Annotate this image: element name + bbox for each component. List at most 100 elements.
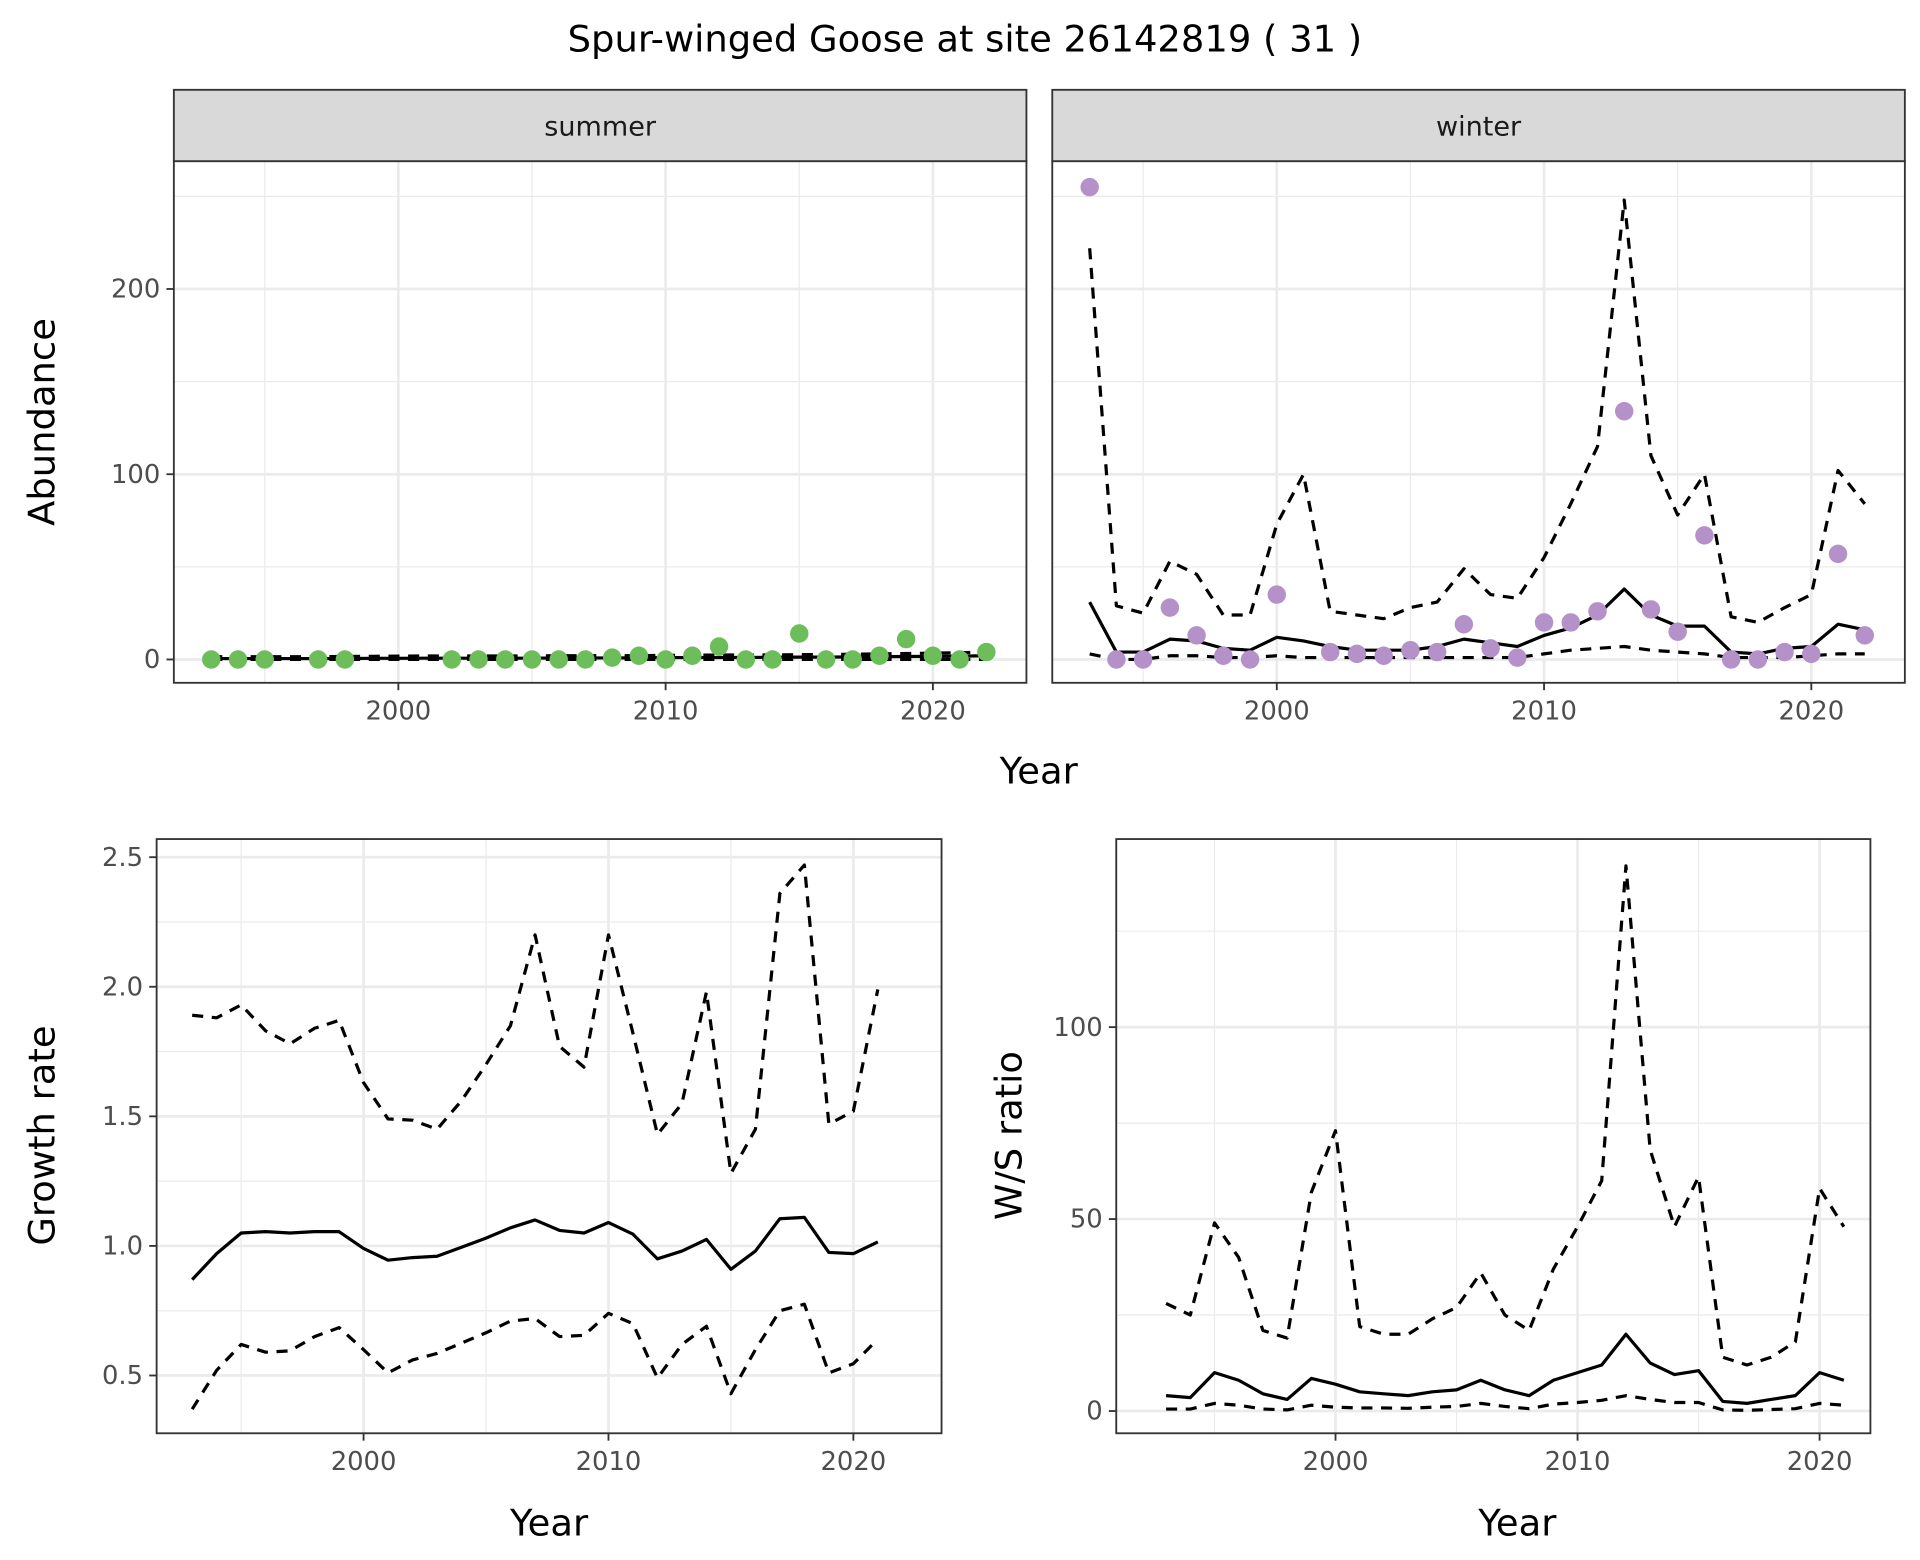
- data-point: [1641, 600, 1661, 619]
- data-point: [1240, 650, 1260, 669]
- y-tick-label: 0.5: [102, 1361, 143, 1391]
- data-point: [1080, 177, 1099, 197]
- data-point: [683, 646, 702, 665]
- data-point: [228, 650, 248, 669]
- data-point: [1802, 644, 1821, 664]
- mean-line: [191, 1215, 879, 1281]
- data-point: [522, 650, 542, 669]
- y-tick-label: 0: [1086, 1397, 1102, 1427]
- data-point: [1160, 598, 1180, 617]
- data-point: [1401, 640, 1420, 660]
- data-point: [709, 637, 729, 656]
- data-point: [1855, 626, 1874, 645]
- x-tick-label: 2010: [633, 697, 699, 727]
- data-point: [442, 650, 462, 669]
- y-tick-label: 100: [1053, 1013, 1102, 1043]
- data-point: [977, 642, 996, 662]
- x-tick-label: 2000: [365, 697, 431, 727]
- data-point: [1614, 402, 1634, 421]
- data-point: [1481, 639, 1500, 658]
- x-tick-label: 2020: [1778, 697, 1844, 727]
- x-axis-title: Year: [1477, 1501, 1557, 1544]
- x-tick-label: 2010: [1545, 1447, 1611, 1477]
- data-point: [870, 646, 889, 665]
- facet-panel-winter: 2000 2010 2020 winter: [1051, 88, 1906, 727]
- facet-strip: [1051, 88, 1906, 163]
- data-point: [335, 650, 355, 669]
- data-point: [1374, 646, 1393, 665]
- data-point: [1427, 642, 1447, 662]
- data-point: [1561, 613, 1580, 632]
- mean-line: [1165, 1332, 1845, 1405]
- upper-bound-line: [1088, 198, 1867, 624]
- facet-strip-label: winter: [1436, 111, 1522, 142]
- x-tick-label: 2000: [1303, 1447, 1369, 1477]
- x-tick-label: 2000: [1244, 697, 1310, 727]
- y-tick-label: 0: [144, 645, 160, 675]
- data-point: [496, 650, 515, 669]
- data-point: [1321, 642, 1340, 662]
- upper-bound-line: [192, 863, 880, 1175]
- data-point: [602, 648, 622, 667]
- y-tick-label: 200: [111, 275, 160, 305]
- panel-border: [1115, 838, 1872, 1435]
- data-point: [1588, 602, 1607, 621]
- data-point: [1267, 585, 1287, 604]
- data-point: [1454, 615, 1474, 634]
- x-tick-label: 2020: [1787, 1447, 1853, 1477]
- growth-rate-panel: 0.5 1.0 1.5 2.0 2.5 2000 2010 2020: [102, 838, 943, 1477]
- data-point: [1828, 544, 1848, 564]
- data-point: [790, 624, 809, 643]
- x-tick-label: 2010: [576, 1447, 642, 1477]
- data-point: [1107, 650, 1126, 669]
- x-axis-title: Year: [509, 1501, 589, 1544]
- data-point: [1133, 650, 1153, 669]
- x-tick-label: 2020: [821, 1447, 887, 1477]
- x-tick-label: 2020: [900, 697, 966, 727]
- y-tick-label: 1.0: [102, 1232, 143, 1262]
- data-point: [629, 646, 649, 665]
- data-point: [549, 650, 568, 669]
- ws-ratio-panel: 0 50 100 2000 2010 2020: [1053, 838, 1872, 1477]
- figure-title: Spur-winged Goose at site 26142819 ( 31 …: [568, 18, 1363, 61]
- lower-bound-line: [190, 1302, 879, 1411]
- facet-strip: [172, 88, 1028, 163]
- x-tick-label: 2010: [1511, 697, 1577, 727]
- data-point: [1721, 650, 1741, 669]
- y-axis-title: Abundance: [21, 318, 64, 526]
- data-point: [469, 650, 488, 669]
- data-point: [1187, 626, 1206, 645]
- data-point: [308, 650, 328, 669]
- data-point: [950, 650, 969, 669]
- data-point: [736, 650, 756, 669]
- panel-border: [172, 160, 1028, 684]
- mean-line: [211, 654, 987, 661]
- data-point: [896, 629, 916, 649]
- data-point: [576, 650, 595, 669]
- data-point: [1775, 642, 1794, 662]
- upper-bound-line: [1165, 864, 1846, 1367]
- y-tick-label: 1.5: [102, 1102, 143, 1132]
- lower-bound-line: [1166, 1394, 1844, 1412]
- data-point: [1668, 622, 1687, 641]
- data-point: [255, 650, 274, 669]
- data-point: [1214, 646, 1233, 665]
- data-point: [656, 650, 675, 669]
- y-tick-label: 100: [111, 460, 160, 490]
- data-point: [1748, 650, 1768, 669]
- data-point: [1347, 644, 1367, 664]
- data-point: [763, 650, 782, 669]
- data-point: [923, 646, 943, 665]
- y-tick-label: 2.5: [102, 843, 143, 873]
- panel-border: [1051, 160, 1906, 684]
- facet-strip-label: summer: [544, 111, 657, 142]
- panel-border: [155, 838, 943, 1435]
- y-axis-title: W/S ratio: [988, 1051, 1031, 1220]
- data-point: [202, 650, 221, 669]
- x-tick-label: 2000: [331, 1447, 397, 1477]
- data-point: [1534, 613, 1554, 632]
- y-axis-title: Growth rate: [21, 1025, 64, 1245]
- y-tick-label: 2.0: [102, 972, 143, 1002]
- data-point: [1508, 648, 1527, 667]
